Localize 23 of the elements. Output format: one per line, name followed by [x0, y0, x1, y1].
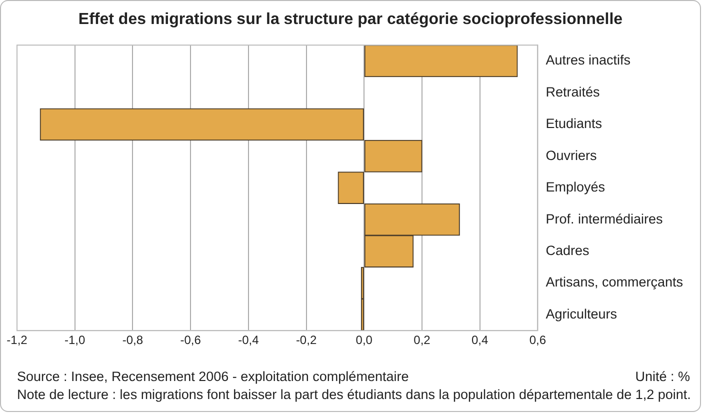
- y-tick-label: Autres inactifs: [546, 52, 631, 68]
- y-tick-label: Ouvriers: [546, 148, 597, 163]
- x-tick-label: -0,2: [296, 333, 317, 348]
- x-tick-label: 0,4: [472, 333, 489, 348]
- x-tick-label: -1,0: [64, 333, 86, 348]
- x-tick-label: 0,6: [529, 333, 546, 348]
- x-tick-label: -0,6: [180, 333, 202, 348]
- y-tick-label: Prof. intermédiaires: [546, 211, 664, 226]
- y-tick-label: Etudiants: [546, 116, 602, 132]
- y-tick-label: Cadres: [546, 243, 590, 258]
- y-tick-label: Agriculteurs: [546, 306, 618, 322]
- x-tick-label: -0,8: [122, 333, 144, 348]
- y-tick-label: Retraités: [546, 84, 600, 100]
- y-tick-label: Artisans, commerçants: [546, 274, 684, 290]
- text: Note de lecture : les migrations font baisser la part des étudiants dans la population départementale de 1,2 point.: [17, 387, 691, 402]
- text: Unité : %: [635, 369, 690, 384]
- x-tick-label: 0,0: [356, 333, 373, 348]
- source-note: Source : Insee, Recensement 2006 - exploitation complémentaire: [17, 369, 409, 384]
- chart-title: Effet des migrations sur la structure par catégorie socioprofessionnelle: [77, 11, 624, 29]
- x-tick-label: -1,2: [6, 333, 28, 348]
- x-tick-label: 0,2: [414, 333, 431, 348]
- y-tick-label: Employés: [546, 180, 606, 195]
- x-tick-label: -0,4: [238, 333, 260, 348]
